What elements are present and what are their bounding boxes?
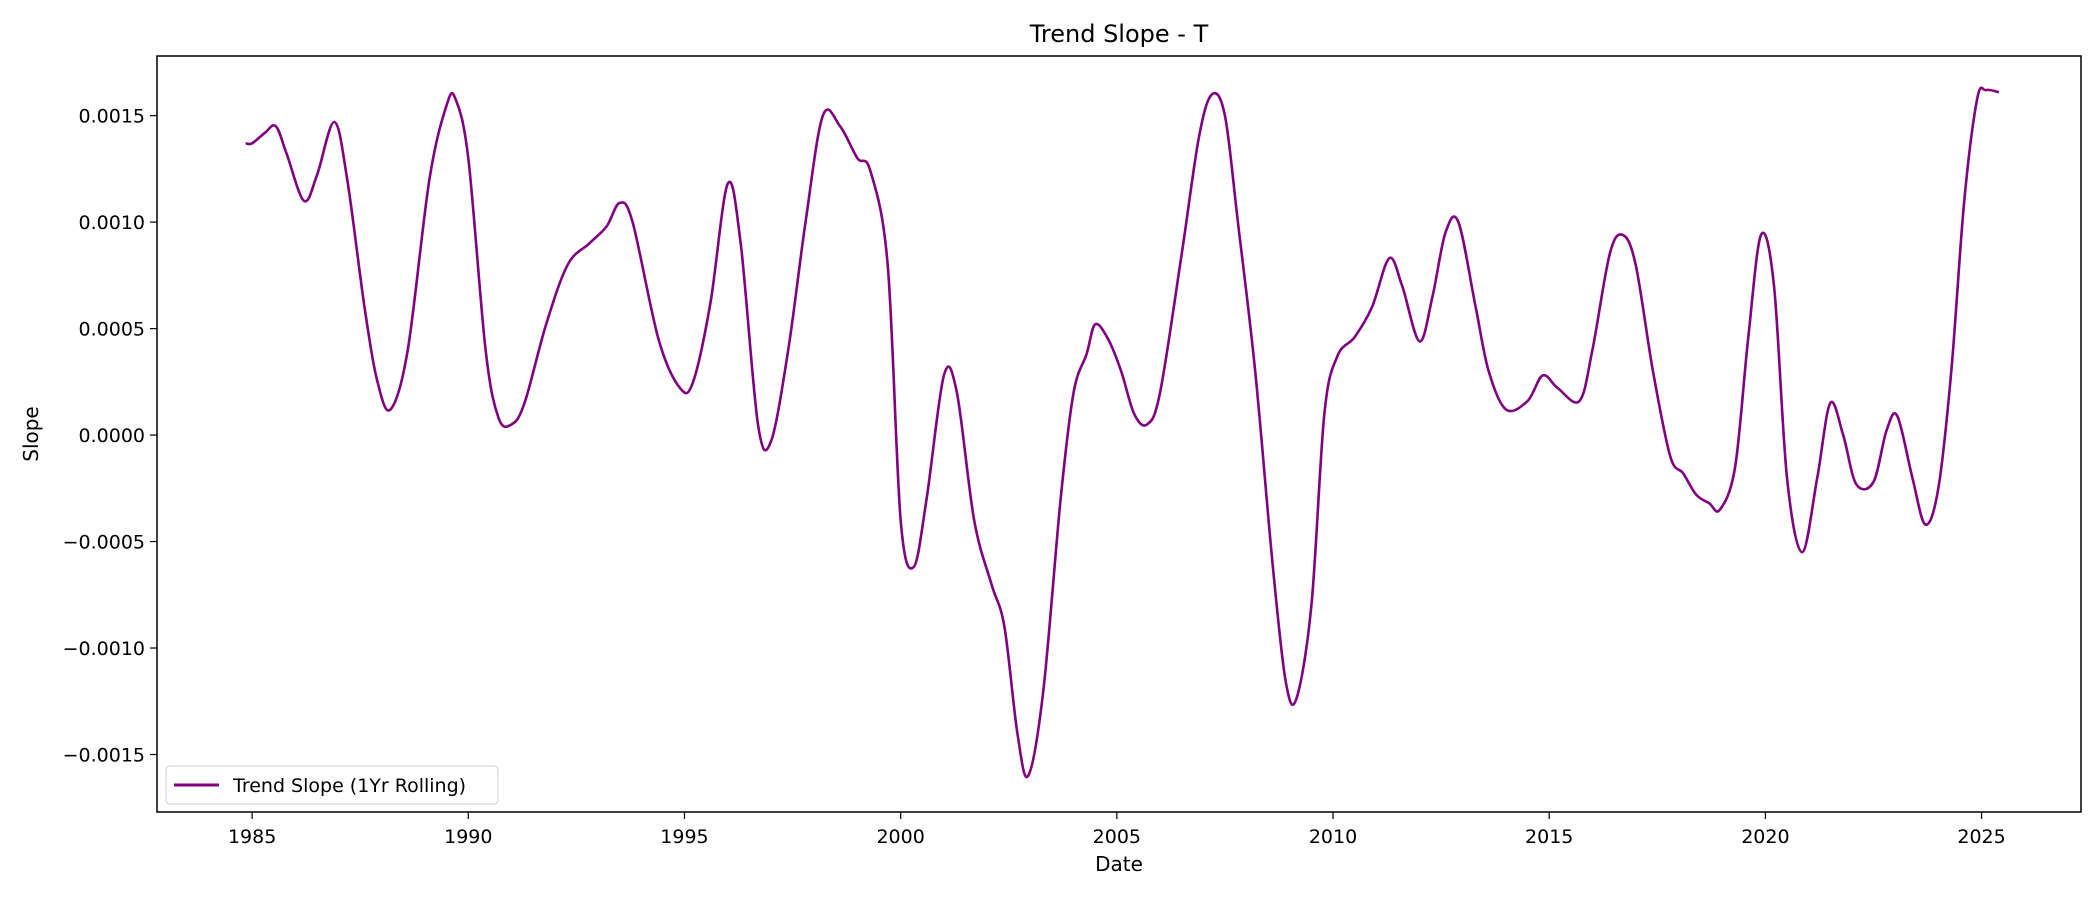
y-tick-label: −0.0005: [63, 532, 145, 554]
series-line-trend-slope: [245, 86, 2000, 779]
x-tick-label: 2005: [1093, 826, 1141, 848]
legend-box: [165, 765, 499, 805]
x-tick-label: 1985: [228, 826, 276, 848]
y-tick-label: 0.0015: [79, 106, 145, 128]
legend: Trend Slope (1Yr Rolling): [165, 765, 499, 805]
x-tick-label: 1995: [660, 826, 708, 848]
y-tick-label: −0.0015: [63, 745, 145, 767]
legend-label: Trend Slope (1Yr Rolling): [232, 775, 466, 797]
x-tick-label: 1990: [444, 826, 492, 848]
x-tick-label: 2020: [1741, 826, 1789, 848]
y-tick-label: 0.0010: [79, 212, 145, 234]
x-axis-label: Date: [1095, 852, 1143, 876]
x-tick-label: 2025: [1957, 826, 2005, 848]
x-axis: 1985 1990 1995 2000 2005 2010 2015 2020 2025: [228, 812, 2006, 848]
x-tick-label: 2015: [1525, 826, 1573, 848]
y-tick-label: −0.0010: [63, 638, 145, 660]
y-axis: −0.0015 −0.0010 −0.0005 0.0000 0.0005 0.0010 0…: [63, 106, 157, 767]
y-tick-label: 0.0005: [79, 319, 145, 341]
y-tick-label: 0.0000: [79, 425, 145, 447]
chart-title: Trend Slope - T: [1029, 20, 1209, 48]
y-axis-label: Slope: [19, 406, 43, 462]
plot-area: [245, 86, 2000, 779]
x-tick-label: 2010: [1309, 826, 1357, 848]
x-tick-label: 2000: [876, 826, 924, 848]
plot-frame: [156, 55, 2082, 813]
